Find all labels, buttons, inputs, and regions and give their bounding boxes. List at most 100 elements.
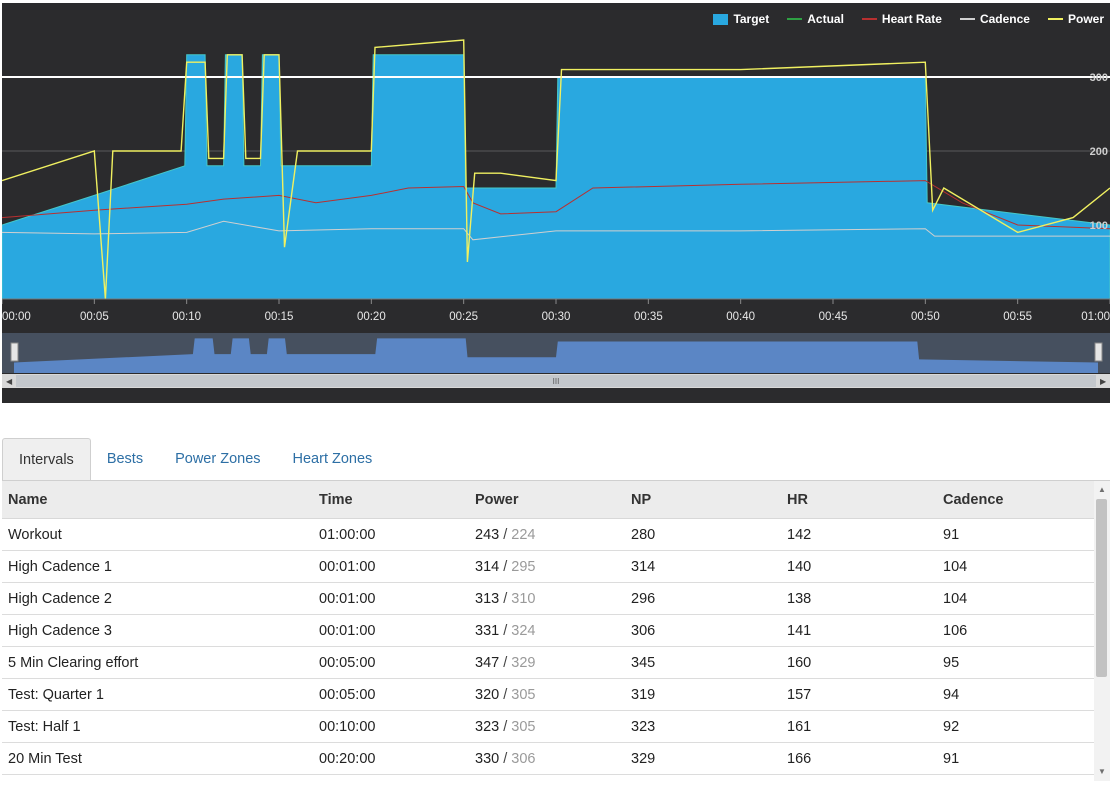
column-header-name[interactable]: Name (2, 481, 313, 519)
table-row[interactable]: Test: Quarter 1 00:05:00 320 / 305 319 157 94 (2, 678, 1094, 711)
column-header-np[interactable]: NP (625, 481, 781, 519)
legend-item-cadence[interactable]: Cadence (959, 12, 1030, 26)
cell-power: 243 / 224 (469, 518, 625, 551)
cell-hr: 161 (781, 710, 937, 743)
cell-hr: 157 (781, 678, 937, 711)
x-tick-label: 00:55 (1003, 311, 1032, 323)
table-row[interactable]: 20 Min Test 00:20:00 330 / 306 329 166 91 (2, 742, 1094, 775)
cell-power: 347 / 329 (469, 646, 625, 679)
table-row[interactable]: High Cadence 2 00:01:00 313 / 310 296 138 104 (2, 582, 1094, 615)
chart-legend: Target Actual Heart Rate Cadence Power (713, 12, 1104, 26)
tab-heart-zones[interactable]: Heart Zones (292, 451, 373, 467)
power-separator: / (499, 686, 512, 703)
cell-name: Workout (2, 518, 313, 551)
cell-time: 00:01:00 (313, 582, 469, 615)
series-power-line (2, 39, 1110, 300)
cell-time: 00:05:00 (313, 678, 469, 711)
cell-cadence: 94 (937, 678, 1094, 711)
power-separator: / (499, 558, 512, 575)
cell-name: Test: Half 1 (2, 710, 313, 743)
scroll-thumb[interactable] (1096, 499, 1107, 677)
cell-np: 296 (625, 582, 781, 615)
workout-chart[interactable]: 00:00 00:05 00:10 00:15 00:20 00:25 00:30 00:35… (2, 3, 1110, 403)
x-tick-label: 00:40 (726, 311, 755, 323)
scroll-down-icon[interactable]: ▼ (1098, 767, 1106, 776)
power-target: 324 (511, 622, 536, 639)
cell-name: High Cadence 2 (2, 582, 313, 615)
cell-np: 329 (625, 742, 781, 775)
legend-swatch (787, 18, 803, 20)
column-header-cadence[interactable]: Cadence (937, 481, 1094, 519)
column-header-hr[interactable]: HR (781, 481, 937, 519)
cell-name: Test: Quarter 1 (2, 678, 313, 711)
power-separator: / (499, 590, 512, 607)
cell-np: 323 (625, 710, 781, 743)
cell-cadence: 91 (937, 742, 1094, 775)
x-tick-label: 00:05 (80, 311, 109, 323)
tab-intervals[interactable]: Intervals (2, 438, 91, 480)
tab-bar: Intervals Bests Power Zones Heart Zones (2, 438, 388, 480)
cell-cadence: 92 (937, 710, 1094, 743)
table-row[interactable]: Test: Half 1 00:10:00 323 / 305 323 161 92 (2, 710, 1094, 743)
tab-bests[interactable]: Bests (106, 451, 144, 467)
tab-power-zones[interactable]: Power Zones (175, 451, 261, 467)
table-header-row: Name Time Power NP HR Cadence (2, 481, 1094, 519)
table-row[interactable]: 5 Min Clearing effort 00:05:00 347 / 329 34… (2, 646, 1094, 679)
scroll-up-icon[interactable]: ▲ (1098, 485, 1106, 494)
chart-svg: 00:00 00:05 00:10 00:15 00:20 00:25 00:30 00:35… (2, 39, 1110, 388)
cell-cadence: 95 (937, 646, 1094, 679)
y-tick-label: 100 (1090, 220, 1108, 232)
legend-swatch (959, 18, 975, 20)
navigator-series (14, 338, 1098, 373)
legend-item-actual[interactable]: Actual (787, 12, 844, 26)
power-separator: / (499, 718, 512, 735)
column-header-time[interactable]: Time (313, 481, 469, 519)
legend-label: Heart Rate (881, 12, 942, 26)
power-separator: / (499, 526, 512, 543)
x-tick-label: 00:45 (819, 311, 848, 323)
power-target: 224 (511, 526, 536, 543)
legend-swatch (861, 18, 877, 20)
legend-item-target[interactable]: Target (713, 12, 769, 26)
cell-hr: 160 (781, 646, 937, 679)
power-actual: 320 (475, 686, 500, 703)
power-target: 295 (511, 558, 536, 575)
cell-power: 331 / 324 (469, 614, 625, 647)
x-axis: 00:00 00:05 00:10 00:15 00:20 00:25 00:30 00:35… (2, 298, 1110, 323)
x-tick-label: 00:15 (265, 311, 294, 323)
column-header-power[interactable]: Power (469, 481, 625, 519)
intervals-table: Name Time Power NP HR Cadence Workout 01:00:00… (2, 481, 1094, 775)
legend-swatch (713, 13, 729, 25)
y-tick-label: 300 (1090, 72, 1108, 84)
y-axis: 100 200 300 (1090, 72, 1108, 232)
table-row[interactable]: High Cadence 3 00:01:00 331 / 324 306 141 106 (2, 614, 1094, 647)
intervals-table-panel: Name Time Power NP HR Cadence Workout 01:00:00… (2, 480, 1110, 781)
navigator-handle-right (1094, 342, 1103, 362)
table-row[interactable]: High Cadence 1 00:01:00 314 / 295 314 140 104 (2, 550, 1094, 583)
cell-time: 00:10:00 (313, 710, 469, 743)
chart-series (2, 39, 1110, 300)
cell-np: 280 (625, 518, 781, 551)
x-tick-label: 00:00 (2, 311, 31, 323)
cell-hr: 140 (781, 550, 937, 583)
range-navigator[interactable]: III ◀ ▶ (2, 333, 1110, 388)
power-actual: 330 (475, 750, 500, 767)
cell-cadence: 104 (937, 582, 1094, 615)
power-actual: 331 (475, 622, 500, 639)
navigator-grip: III (553, 377, 560, 386)
legend-item-heart-rate[interactable]: Heart Rate (861, 12, 942, 26)
power-actual: 313 (475, 590, 500, 607)
cell-np: 314 (625, 550, 781, 583)
x-tick-label: 00:25 (449, 311, 478, 323)
legend-label: Target (733, 12, 770, 26)
vertical-scrollbar[interactable]: ▲ ▼ (1094, 481, 1110, 781)
y-tick-label: 200 (1090, 146, 1108, 158)
cell-time: 00:01:00 (313, 614, 469, 647)
table-row[interactable]: Workout 01:00:00 243 / 224 280 142 91 (2, 518, 1094, 551)
legend-item-power[interactable]: Power (1047, 12, 1104, 26)
cell-power: 320 / 305 (469, 678, 625, 711)
cell-power: 323 / 305 (469, 710, 625, 743)
power-target: 306 (511, 750, 536, 767)
cell-hr: 142 (781, 518, 937, 551)
power-target: 305 (511, 686, 536, 703)
